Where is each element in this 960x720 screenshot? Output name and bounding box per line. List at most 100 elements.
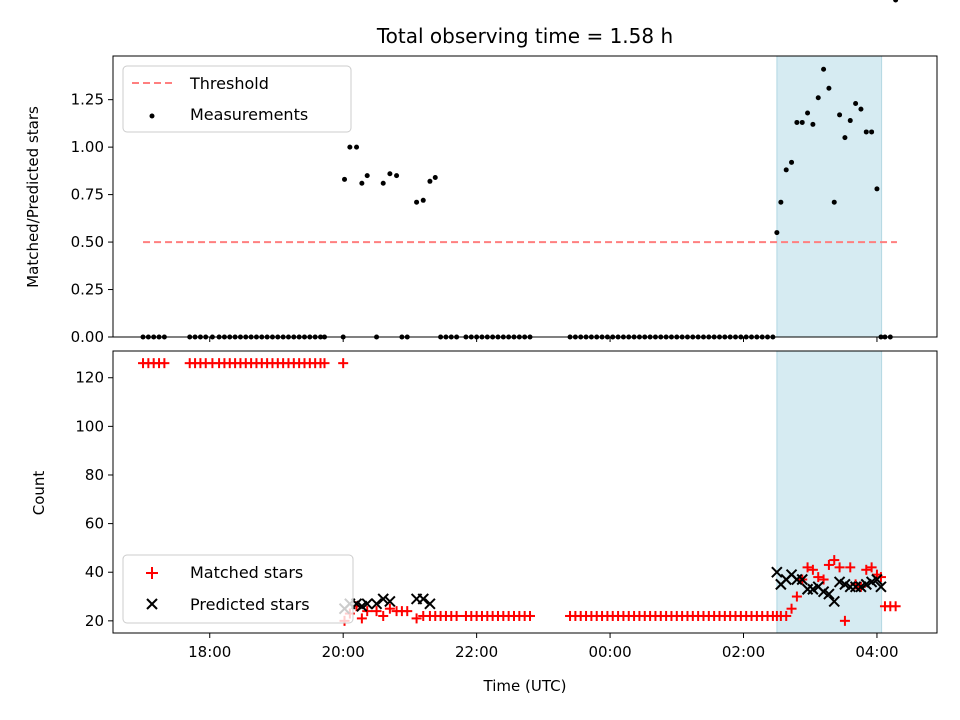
x-diag-2 <box>370 598 383 610</box>
predicted-star-point <box>796 573 808 586</box>
top-shaded-region <box>776 55 883 338</box>
matched-star-point <box>319 358 330 369</box>
top-y-tick-label: 0.75 <box>71 186 104 204</box>
measurement-point <box>427 178 433 184</box>
measurement-point <box>837 112 843 118</box>
predicted-star-point <box>424 598 436 610</box>
measurement-point <box>869 129 875 135</box>
measurement-point <box>394 173 400 179</box>
measurement-point <box>799 119 805 125</box>
matched-star-point <box>875 572 886 583</box>
matched-star-point <box>338 358 349 369</box>
matched-star-point <box>378 610 389 621</box>
x-tick-label: 18:00 <box>188 643 231 661</box>
matched-star-point <box>823 559 834 570</box>
matched-star-point <box>807 564 818 575</box>
x-diag-2 <box>823 588 835 600</box>
measurement-point <box>853 100 859 106</box>
predicted-star-point <box>871 573 883 586</box>
legend-threshold-label: Threshold <box>189 74 269 93</box>
x-tick-label: 20:00 <box>322 643 365 661</box>
bottom-y-tick-label: 40 <box>85 563 104 581</box>
matched-star-point <box>402 606 413 617</box>
x-diag-2 <box>812 581 824 593</box>
matched-star-point <box>829 555 840 566</box>
measurement-point <box>847 118 853 124</box>
measurement-point <box>863 129 869 135</box>
predicted-star-point <box>361 598 373 610</box>
x-diag-2 <box>771 566 783 578</box>
matched-star-point <box>791 591 802 602</box>
measurement-point <box>420 197 426 203</box>
bottom-y-tick-label: 20 <box>85 612 104 630</box>
bottom-axes-frame <box>112 350 938 634</box>
top-x-ticks <box>209 337 878 342</box>
x-axis-label: Time (UTC) <box>483 677 567 695</box>
top-y-tick-label: 1.25 <box>71 91 104 109</box>
x-tick-label: 22:00 <box>455 643 498 661</box>
predicted-star-point <box>828 595 840 608</box>
measurement-point <box>810 121 816 127</box>
measurement-point <box>347 144 353 150</box>
matched-star-point <box>845 562 856 573</box>
x-diag-2 <box>384 595 396 608</box>
bottom-y-axis-label: Count <box>30 471 48 516</box>
measurement-point <box>380 180 386 186</box>
measurement-point <box>359 180 365 186</box>
matched-star-point <box>451 610 462 621</box>
matched-star-point <box>802 562 813 573</box>
matched-star-point <box>384 603 395 614</box>
top-legend-box <box>122 65 352 133</box>
x-diag-2 <box>828 595 840 608</box>
matched-star-point <box>813 572 824 583</box>
legend-matched-label: Matched stars <box>190 563 303 582</box>
chart-title: Total observing time = 1.58 h <box>376 24 673 48</box>
measurement-point <box>893 0 899 3</box>
measurement-point <box>831 199 837 205</box>
bottom-panel: 20 40 60 80 100 120 18:00 20:00 22:00 00:00 02:00… <box>30 350 938 661</box>
measurement-point <box>778 199 784 205</box>
matched-star-point <box>525 610 536 621</box>
x-tick-label: 02:00 <box>722 643 765 661</box>
top-y-tick-label: 1.00 <box>71 138 104 156</box>
matched-star-point <box>839 615 850 626</box>
x-diag-2 <box>796 573 808 586</box>
x-tick-label: 04:00 <box>855 643 898 661</box>
bottom-plot-marks <box>138 358 901 626</box>
measurement-point <box>432 175 438 181</box>
x-diag-2 <box>417 593 429 605</box>
matched-star-point <box>371 606 382 617</box>
predicted-star-point <box>384 595 396 608</box>
measurement-point <box>805 110 811 116</box>
bottom-y-tick-label: 80 <box>85 466 104 484</box>
measurement-point <box>874 186 880 192</box>
matched-star-point <box>159 358 170 369</box>
x-diag-2 <box>361 598 373 610</box>
bottom-x-ticks: 18:00 20:00 22:00 00:00 02:00 04:00 <box>188 633 899 661</box>
predicted-star-point <box>771 566 783 578</box>
measurement-point <box>821 66 827 72</box>
x-diag-2 <box>871 573 883 586</box>
bottom-legend-box <box>122 554 354 624</box>
matched-star-point <box>781 610 792 621</box>
x-tick-label: 00:00 <box>588 643 631 661</box>
predicted-star-point <box>823 588 835 600</box>
measurement-point <box>783 167 789 173</box>
x-diag-2 <box>424 598 436 610</box>
x-diag-2 <box>839 578 851 591</box>
matched-star-point <box>866 562 877 573</box>
top-y-axis-label: Matched/Predicted stars <box>24 106 42 288</box>
matched-star-point <box>861 564 872 575</box>
bottom-y-tick-label: 120 <box>75 369 104 387</box>
measurement-point <box>815 95 821 101</box>
matched-star-point <box>890 601 901 612</box>
predicted-star-point <box>875 581 887 593</box>
top-legend: Threshold Measurements <box>122 65 352 133</box>
matched-star-point <box>362 606 373 617</box>
bottom-y-tick-label: 60 <box>85 515 104 533</box>
predicted-star-point <box>370 598 383 610</box>
x-diag-2 <box>817 585 830 598</box>
x-diag-2 <box>785 568 798 581</box>
bottom-legend: Matched stars Predicted stars <box>122 554 354 624</box>
